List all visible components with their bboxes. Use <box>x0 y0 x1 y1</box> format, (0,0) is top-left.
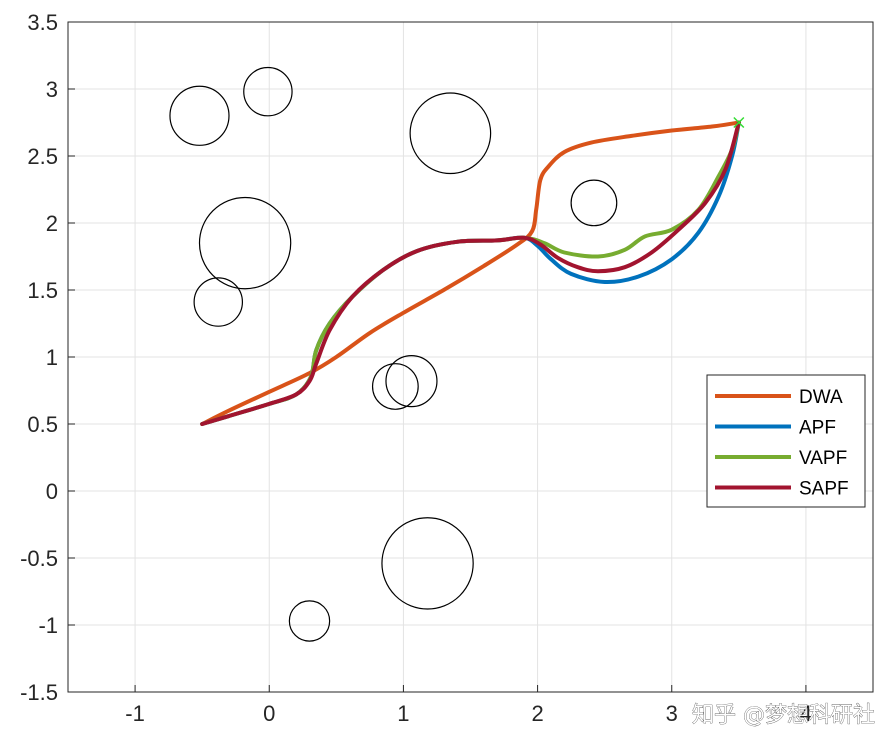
y-tick-label: 1.5 <box>27 278 58 303</box>
y-tick-label: 0 <box>46 479 58 504</box>
obstacle-circle <box>570 179 618 227</box>
y-tick-label: 2 <box>46 211 58 236</box>
obstacle-circle <box>193 277 244 327</box>
obstacle-circle <box>243 66 293 117</box>
goal-marker <box>733 116 745 129</box>
y-tick-label: -1 <box>38 613 58 638</box>
plot-area <box>67 21 874 693</box>
obstacles <box>169 66 618 642</box>
watermark-text: 知乎 @梦想科研社 <box>692 703 875 728</box>
y-tick-label: 3 <box>46 77 58 102</box>
obstacle-circle <box>409 92 492 175</box>
goal-cross-stroke <box>733 116 745 129</box>
x-tick-label: -1 <box>125 701 145 726</box>
obstacle-circle <box>288 600 331 642</box>
y-tick-label: -0.5 <box>20 546 58 571</box>
y-tick-label: 3.5 <box>27 10 58 35</box>
y-tick-label: 2.5 <box>27 144 58 169</box>
legend-label-sapf: SAPF <box>799 479 849 500</box>
legend-label-vapf: VAPF <box>799 448 847 469</box>
legend: DWA APF VAPF SAPF <box>706 374 866 508</box>
obstacle-circle <box>371 363 419 410</box>
x-tick-labels: -1 0 1 2 3 4 <box>125 701 812 726</box>
x-tick-label: 0 <box>263 701 275 726</box>
y-tick-label: 1 <box>46 345 58 370</box>
x-tick-label: 2 <box>531 701 543 726</box>
trajectories <box>200 120 741 426</box>
legend-label-dwa: DWA <box>799 387 843 408</box>
legend-label-apf: APF <box>799 418 836 439</box>
y-tick-label: -1.5 <box>20 680 58 705</box>
x-tick-label: 4 <box>800 701 812 726</box>
obstacle-circle <box>198 196 292 290</box>
obstacle-circle <box>169 85 230 146</box>
x-tick-label: 1 <box>397 701 409 726</box>
series-line-sapf <box>200 120 741 426</box>
y-tick-label: 0.5 <box>27 412 58 437</box>
obstacle-circle <box>381 517 474 610</box>
obstacle-circle <box>385 355 438 408</box>
tick-marks <box>68 21 807 693</box>
y-tick-labels: -1.5 -1 -0.5 0 0.5 1 1.5 2 2.5 3 3.5 <box>20 10 58 705</box>
x-tick-label: 3 <box>666 701 678 726</box>
